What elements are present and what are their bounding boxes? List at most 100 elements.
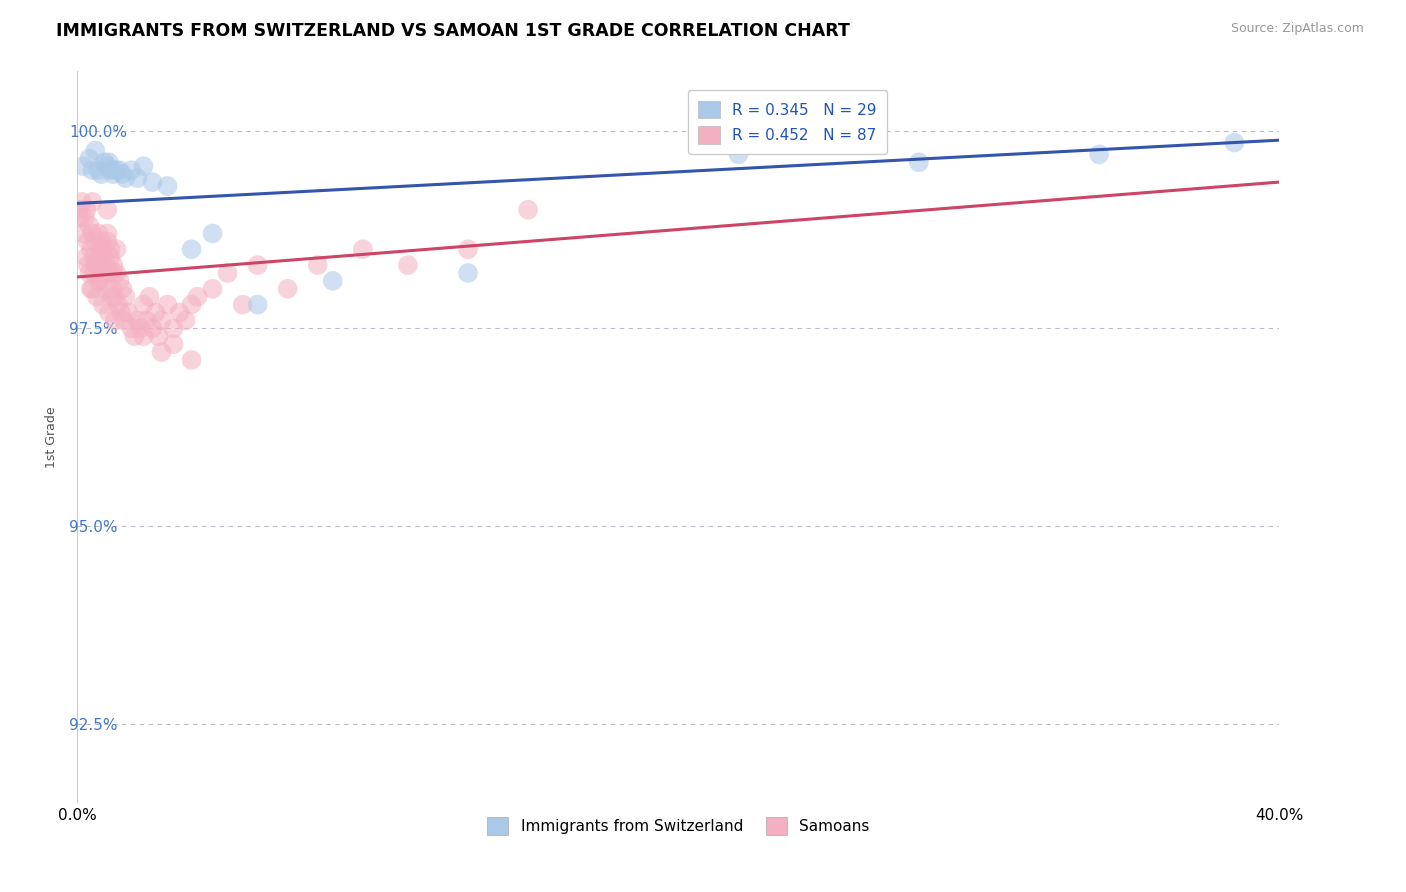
Point	[79, 152, 101, 166]
Point	[162, 337, 184, 351]
Point	[232, 298, 254, 312]
Point	[97, 155, 120, 169]
Point	[101, 282, 124, 296]
Point	[103, 266, 125, 280]
Point	[201, 282, 224, 296]
Point	[156, 179, 179, 194]
Point	[89, 250, 111, 264]
Point	[169, 305, 191, 319]
Point	[84, 235, 107, 249]
Point	[90, 242, 112, 256]
Point	[217, 266, 239, 280]
Point	[94, 282, 117, 296]
Point	[307, 258, 329, 272]
Point	[457, 266, 479, 280]
Point	[1088, 147, 1111, 161]
Point	[114, 171, 136, 186]
Point	[727, 147, 749, 161]
Point	[105, 242, 128, 256]
Point	[93, 242, 115, 256]
Point	[82, 194, 104, 209]
Point	[111, 167, 134, 181]
Point	[70, 194, 93, 209]
Point	[97, 305, 120, 319]
Point	[86, 290, 108, 304]
Point	[93, 155, 115, 169]
Point	[91, 298, 114, 312]
Point	[86, 258, 108, 272]
Point	[104, 290, 127, 304]
Text: IMMIGRANTS FROM SWITZERLAND VS SAMOAN 1ST GRADE CORRELATION CHART: IMMIGRANTS FROM SWITZERLAND VS SAMOAN 1S…	[56, 22, 851, 40]
Point	[72, 159, 94, 173]
Point	[180, 242, 202, 256]
Point	[100, 250, 122, 264]
Point	[127, 171, 149, 186]
Point	[90, 235, 112, 249]
Point	[112, 313, 135, 327]
Point	[100, 163, 122, 178]
Point	[93, 258, 115, 272]
Point	[69, 211, 91, 225]
Point	[96, 159, 118, 173]
Point	[180, 298, 202, 312]
Point	[103, 167, 125, 181]
Point	[79, 219, 101, 233]
Point	[107, 298, 129, 312]
Point	[186, 290, 209, 304]
Point	[83, 266, 105, 280]
Point	[246, 258, 269, 272]
Point	[127, 313, 149, 327]
Point	[114, 290, 136, 304]
Point	[96, 227, 118, 241]
Point	[120, 163, 142, 178]
Point	[82, 227, 104, 241]
Point	[1223, 136, 1246, 150]
Point	[97, 266, 120, 280]
Point	[75, 250, 97, 264]
Point	[908, 155, 931, 169]
Point	[174, 313, 197, 327]
Point	[396, 258, 419, 272]
Point	[80, 242, 103, 256]
Point	[91, 266, 114, 280]
Point	[246, 298, 269, 312]
Point	[517, 202, 540, 217]
Point	[277, 282, 299, 296]
Point	[322, 274, 344, 288]
Point	[76, 235, 98, 249]
Point	[135, 313, 157, 327]
Point	[67, 202, 90, 217]
Point	[87, 227, 110, 241]
Point	[150, 313, 173, 327]
Point	[108, 274, 131, 288]
Point	[100, 242, 122, 256]
Point	[201, 227, 224, 241]
Point	[94, 258, 117, 272]
Point	[80, 282, 103, 296]
Legend: Immigrants from Switzerland, Samoans: Immigrants from Switzerland, Samoans	[479, 810, 877, 843]
Point	[120, 321, 142, 335]
Point	[110, 305, 132, 319]
Point	[124, 329, 146, 343]
Point	[104, 313, 127, 327]
Point	[148, 329, 170, 343]
Point	[87, 163, 110, 178]
Point	[105, 163, 128, 178]
Point	[83, 250, 105, 264]
Point	[82, 282, 104, 296]
Point	[162, 321, 184, 335]
Point	[105, 266, 128, 280]
Point	[89, 274, 111, 288]
Point	[82, 163, 104, 178]
Point	[141, 321, 163, 335]
Point	[111, 282, 134, 296]
Point	[84, 258, 107, 272]
Y-axis label: 1st Grade: 1st Grade	[45, 406, 58, 468]
Point	[101, 290, 124, 304]
Point	[352, 242, 374, 256]
Point	[156, 298, 179, 312]
Point	[138, 290, 160, 304]
Point	[117, 305, 139, 319]
Point	[141, 175, 163, 189]
Point	[129, 321, 152, 335]
